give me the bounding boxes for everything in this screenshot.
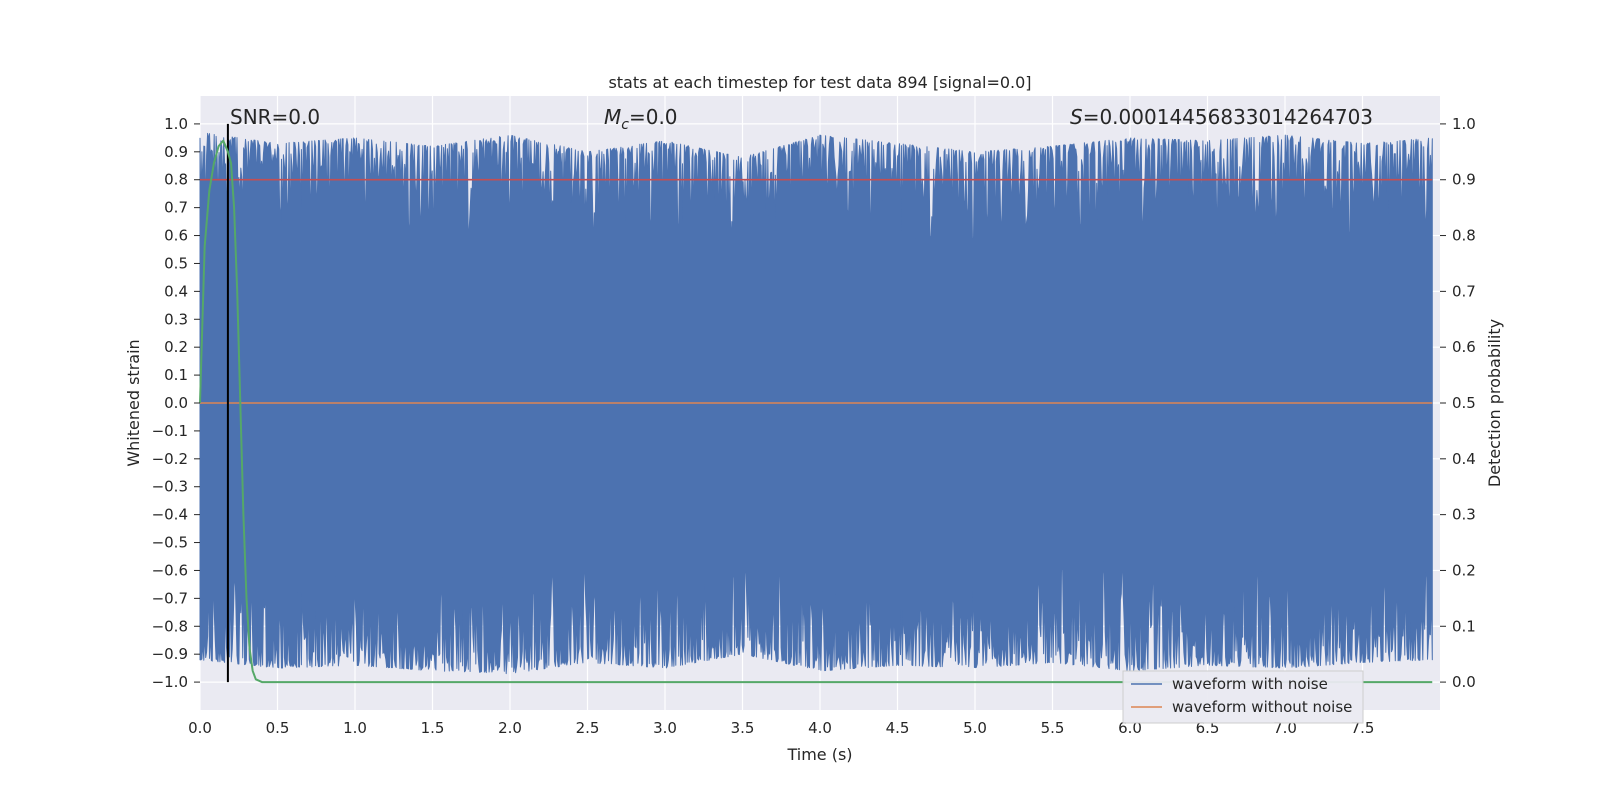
x-tick-label: 2.5	[576, 719, 600, 737]
y-tick-label: −0.7	[152, 589, 188, 607]
x-tick-label: 5.0	[963, 719, 987, 737]
y2-tick-label: 0.4	[1452, 450, 1476, 468]
legend-label-waveform-with-noise: waveform with noise	[1172, 675, 1328, 693]
x-tick-label: 4.5	[886, 719, 910, 737]
chirp-mass-subscript: c	[621, 117, 629, 133]
legend: waveform with noise waveform without noi…	[1122, 670, 1364, 724]
y-tick-label: 0.5	[164, 254, 188, 272]
y-tick-label: −1.0	[152, 673, 188, 691]
y2-tick-label: 0.5	[1452, 394, 1476, 412]
y2-tick-label: 0.8	[1452, 227, 1476, 245]
y-tick-label: 0.7	[164, 199, 188, 217]
legend-label-waveform-without-noise: waveform without noise	[1172, 698, 1352, 716]
y-axis-ticks: 1.0 0.9 0.8 0.7 0.6 0.5 0.4 0.3 0.2 0.1 0.0 −0.1 −0.…	[152, 115, 200, 691]
x-tick-label: 1.0	[343, 719, 367, 737]
x-tick-label: 3.0	[653, 719, 677, 737]
y2-tick-label: 0.1	[1452, 617, 1476, 635]
y-tick-label: 0.3	[164, 310, 188, 328]
detection-probability-line	[199, 139, 1433, 684]
y2-tick-label: 1.0	[1452, 115, 1476, 133]
y-tick-label: −0.4	[152, 506, 188, 524]
y2-tick-label: 0.2	[1452, 561, 1476, 579]
y2-tick-label: 0.6	[1452, 338, 1476, 356]
y-tick-label: 0.0	[164, 394, 188, 412]
y-tick-label: 0.6	[164, 227, 188, 245]
x-tick-label: 2.0	[498, 719, 522, 737]
snr-annotation: SNR=0.0	[230, 105, 320, 129]
x-tick-label: 3.5	[731, 719, 755, 737]
y-axis-label: Whitened strain	[124, 339, 143, 466]
chirp-mass-annotation: Mc=0.0	[604, 105, 678, 133]
y-tick-label: 0.9	[164, 143, 188, 161]
y2-tick-label: 0.7	[1452, 282, 1476, 300]
s-annotation: S=0.00014456833014264703	[1070, 105, 1373, 129]
y2-tick-label: 0.9	[1452, 171, 1476, 189]
overlay-lines	[199, 123, 1433, 684]
y-tick-label: −0.1	[152, 422, 188, 440]
s-value: =0.00014456833014264703	[1083, 105, 1373, 129]
y2-axis-label: Detection probability	[1485, 319, 1504, 487]
s-symbol: S	[1070, 105, 1083, 129]
y2-tick-label: 0.0	[1452, 673, 1476, 691]
x-tick-label: 5.5	[1041, 719, 1065, 737]
legend-box	[1122, 670, 1364, 724]
y-tick-label: −0.6	[152, 561, 188, 579]
x-tick-label: 4.0	[808, 719, 832, 737]
y-tick-label: −0.5	[152, 534, 188, 552]
x-tick-label: 0.5	[266, 719, 290, 737]
y-tick-label: 0.4	[164, 282, 188, 300]
chirp-mass-value: =0.0	[629, 105, 678, 129]
y2-tick-label: 0.3	[1452, 506, 1476, 524]
x-tick-label: 0.0	[188, 719, 212, 737]
y-tick-label: 0.1	[164, 366, 188, 384]
y-tick-label: −0.3	[152, 478, 188, 496]
y2-axis-ticks: 0.0 0.1 0.2 0.3 0.4 0.5 0.6 0.7 0.8 0.9 1.0	[1440, 115, 1476, 691]
chirp-mass-symbol: M	[604, 105, 621, 129]
y-tick-label: −0.9	[152, 645, 188, 663]
y-tick-label: −0.2	[152, 450, 188, 468]
y-tick-label: 1.0	[164, 115, 188, 133]
y-tick-label: 0.2	[164, 338, 188, 356]
x-axis-label: Time (s)	[786, 745, 852, 764]
chart-title: stats at each timestep for test data 894…	[608, 73, 1031, 92]
y-tick-label: 0.8	[164, 171, 188, 189]
x-tick-label: 1.5	[421, 719, 445, 737]
y-tick-label: −0.8	[152, 617, 188, 635]
